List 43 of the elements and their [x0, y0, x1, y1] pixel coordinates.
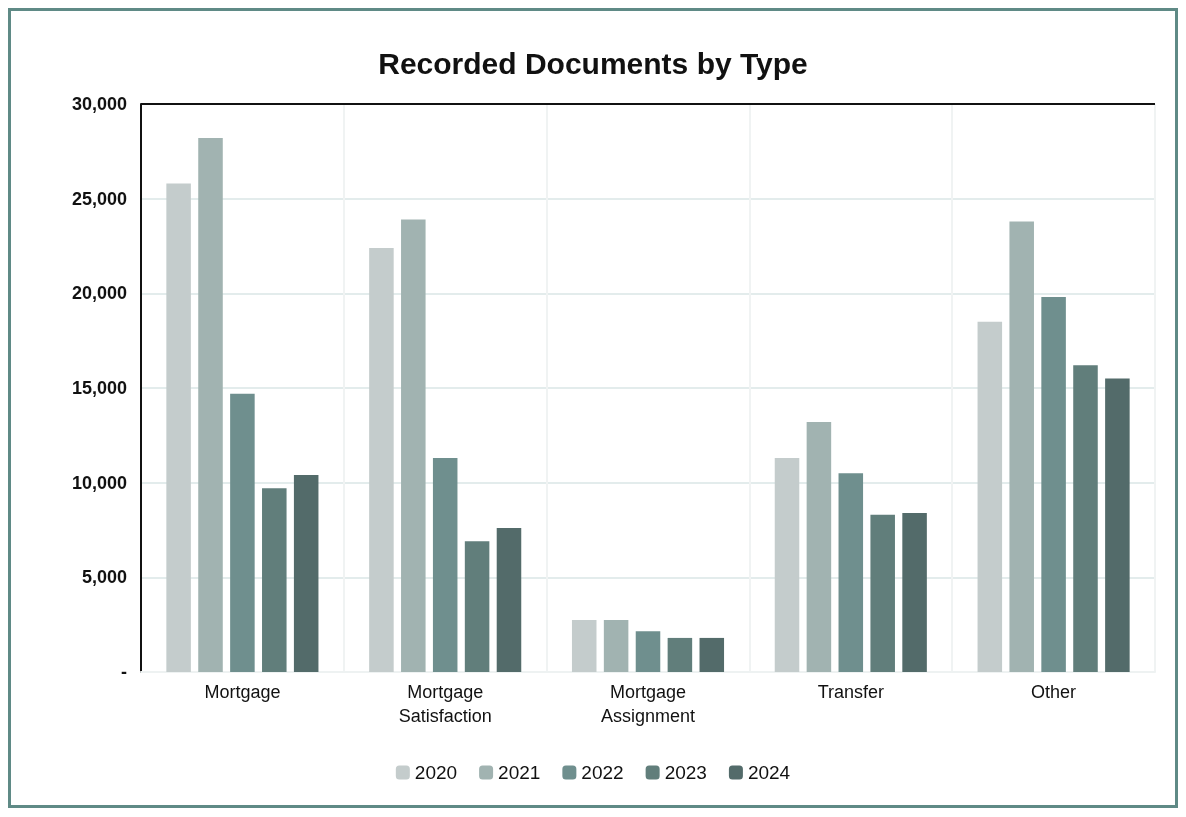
y-tick-label: 10,000 — [71, 472, 127, 493]
legend-label: 2023 — [664, 762, 707, 783]
legend-label: 2021 — [498, 762, 541, 783]
y-tick-label: 25,000 — [71, 188, 127, 209]
legend-label: 2020 — [414, 762, 458, 783]
bar — [806, 422, 832, 672]
bar — [1105, 378, 1130, 672]
bar — [464, 541, 490, 672]
x-tick-label: Mortgage Assignment — [600, 682, 696, 726]
bar — [262, 488, 287, 672]
bar — [603, 619, 629, 672]
x-tick-label: Mortgage — [204, 682, 281, 702]
y-tick-label: 30,000 — [71, 94, 127, 114]
y-tick-label: - — [121, 662, 127, 682]
bar — [902, 512, 927, 672]
bar — [1041, 297, 1066, 672]
bar — [166, 183, 191, 672]
bar — [198, 138, 223, 672]
bar — [699, 637, 725, 672]
bar — [432, 458, 458, 672]
x-tick-label: Mortgage Satisfaction — [398, 682, 492, 726]
legend-label: 2022 — [581, 762, 624, 783]
bar — [571, 619, 597, 672]
bar — [774, 458, 800, 672]
x-tick-label: Transfer — [817, 682, 884, 702]
bar — [1009, 221, 1034, 672]
y-tick-label: 15,000 — [71, 378, 127, 398]
bar — [401, 219, 426, 672]
bar — [635, 631, 661, 672]
legend-label: 2024 — [747, 762, 791, 783]
bar — [293, 475, 319, 672]
bar — [838, 473, 864, 672]
bar — [977, 321, 1003, 672]
y-tick-label: 20,000 — [71, 283, 127, 304]
bar — [369, 247, 394, 672]
y-tick-label: 5,000 — [81, 567, 127, 588]
bar — [230, 393, 255, 672]
bar — [667, 637, 693, 672]
chart-title: Recorded Documents by Type — [378, 46, 808, 80]
bar — [496, 528, 522, 672]
x-tick-label: Other — [1031, 682, 1077, 702]
bar — [1073, 365, 1098, 672]
bar — [870, 514, 895, 672]
